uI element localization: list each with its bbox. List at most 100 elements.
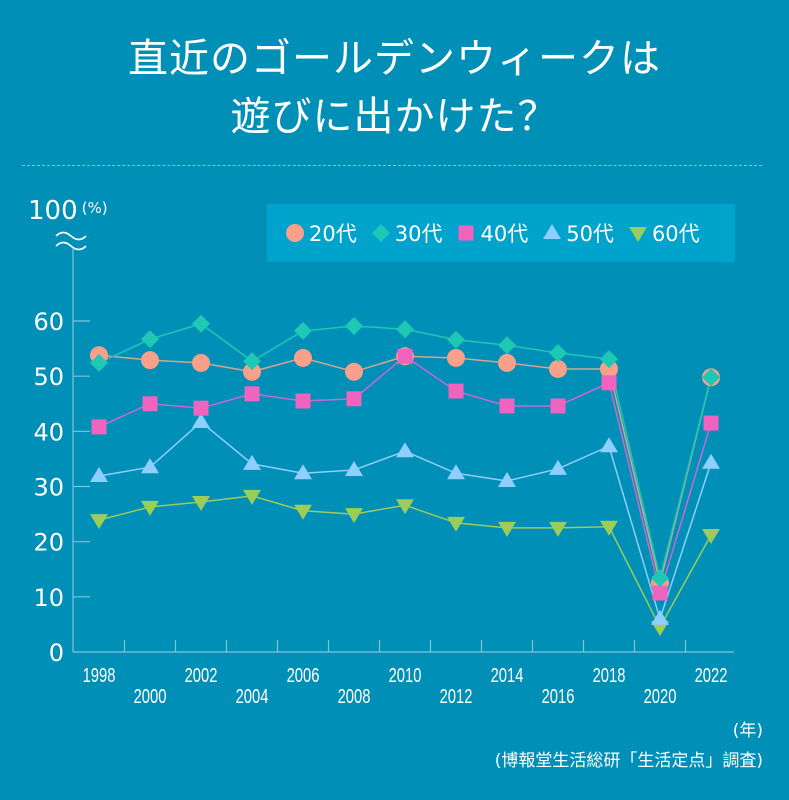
y-tick-label: 40	[33, 418, 64, 446]
data-point-triangle-up	[447, 464, 465, 480]
source-label: (博報堂生活総研「生活定点」調査)	[494, 751, 763, 771]
series-line-square	[98, 355, 712, 596]
data-point-circle	[243, 362, 261, 381]
data-point-diamond	[90, 353, 108, 372]
data-point-square	[448, 383, 464, 399]
data-point-triangle-down	[90, 514, 108, 530]
legend: 20代 30代 40代 50代 60代	[267, 204, 735, 262]
data-point-triangle-up	[396, 442, 414, 458]
y-tick-label: 10	[33, 584, 64, 612]
legend-label: 60代	[651, 222, 700, 246]
data-point-triangle-down	[192, 495, 210, 511]
legend-label: 40代	[480, 222, 529, 246]
data-point-circle	[345, 362, 363, 381]
data-point-circle	[192, 353, 210, 372]
data-point-triangle-up	[141, 458, 159, 474]
x-axis-unit-label: (年)	[732, 721, 763, 741]
data-point-diamond	[702, 368, 720, 387]
x-tick-label: 2008	[338, 685, 371, 708]
x-tick-label: 2020	[644, 685, 677, 708]
data-point-diamond	[141, 330, 159, 349]
chart-title: 直近のゴールデンウィークは 遊びに出かけた？	[0, 30, 789, 146]
x-tick-label: 2012	[440, 685, 473, 708]
data-point-square	[601, 375, 617, 391]
legend-circle-icon	[286, 224, 304, 242]
y-tick-label: 20	[33, 529, 64, 557]
data-point-diamond	[447, 330, 465, 349]
legend-label: 30代	[394, 222, 443, 246]
legend-marker-diamond	[371, 224, 390, 242]
x-tick-label: 2000	[134, 685, 167, 708]
data-point-circle	[549, 359, 567, 378]
data-point-triangle-up	[702, 453, 720, 469]
legend-diamond-icon	[371, 224, 390, 242]
data-point-square	[346, 391, 362, 407]
data-point-triangle-up	[243, 454, 261, 470]
legend-marker-triangle-down	[628, 227, 647, 242]
data-point-triangle-up	[90, 467, 108, 483]
title-divider	[22, 165, 762, 166]
data-point-circle	[294, 348, 312, 367]
legend-label: 20代	[309, 222, 357, 246]
data-point-square	[295, 393, 311, 409]
y-tick-label: 60	[33, 308, 64, 336]
x-tick-label: 2006	[287, 664, 320, 687]
data-point-circle	[141, 351, 159, 370]
legend-marker-square	[458, 225, 474, 241]
data-point-triangle-down	[498, 521, 516, 537]
y-tick-label: 30	[33, 474, 64, 502]
data-point-triangle-down	[447, 516, 465, 532]
x-tick-label: 1998	[83, 664, 116, 687]
y-tick-label: 50	[33, 363, 64, 391]
data-point-square	[91, 419, 107, 435]
data-point-diamond	[345, 316, 363, 335]
data-point-diamond	[549, 343, 567, 362]
x-tick-label: 2022	[695, 664, 728, 687]
data-point-square	[703, 415, 719, 431]
axis-break-icon	[55, 231, 87, 251]
legend-label: 50代	[566, 222, 614, 246]
data-point-diamond	[498, 336, 516, 355]
data-point-triangle-down	[651, 621, 669, 637]
y-tick-label: 0	[49, 639, 64, 667]
series-line-circle	[98, 354, 712, 584]
data-point-diamond	[192, 314, 210, 333]
legend-item: 50代	[542, 218, 614, 248]
data-point-diamond	[294, 321, 312, 340]
x-tick-label: 2004	[236, 685, 269, 708]
legend-item: 60代	[628, 218, 700, 248]
x-tick-label: 2002	[185, 664, 218, 687]
y-axis-top-value: 100	[28, 196, 78, 226]
legend-marker-triangle-up	[543, 224, 562, 239]
data-point-diamond	[243, 352, 261, 371]
data-point-triangle-up	[345, 460, 363, 476]
title-line-1: 直近のゴールデンウィークは	[128, 36, 661, 82]
data-point-triangle-down	[396, 499, 414, 515]
legend-triangle-down-icon	[628, 227, 647, 242]
title-line-2: 遊びに出かけた？	[230, 94, 559, 140]
data-point-square	[193, 400, 209, 416]
x-tick-label: 2014	[491, 664, 524, 687]
x-tick-label: 2010	[389, 664, 422, 687]
legend-item: 20代	[285, 218, 357, 248]
legend-triangle-up-icon	[543, 224, 562, 239]
data-point-triangle-up	[651, 609, 669, 625]
x-tick-label: 2016	[542, 685, 575, 708]
data-point-triangle-down	[294, 504, 312, 520]
data-point-square	[142, 396, 158, 412]
data-point-diamond	[600, 350, 618, 369]
data-point-triangle-up	[498, 471, 516, 487]
data-point-circle	[447, 348, 465, 367]
legend-item: 40代	[456, 218, 528, 248]
data-point-square	[652, 585, 668, 601]
data-point-triangle-down	[345, 508, 363, 524]
data-point-triangle-down	[243, 489, 261, 505]
y-axis-top-label: 100 (%)	[28, 196, 108, 226]
data-point-triangle-down	[702, 529, 720, 545]
legend-marker-circle	[286, 224, 304, 242]
x-tick-label: 2018	[593, 664, 626, 687]
y-axis-unit: (%)	[81, 199, 108, 217]
data-point-square	[550, 398, 566, 414]
data-point-diamond	[651, 569, 669, 588]
